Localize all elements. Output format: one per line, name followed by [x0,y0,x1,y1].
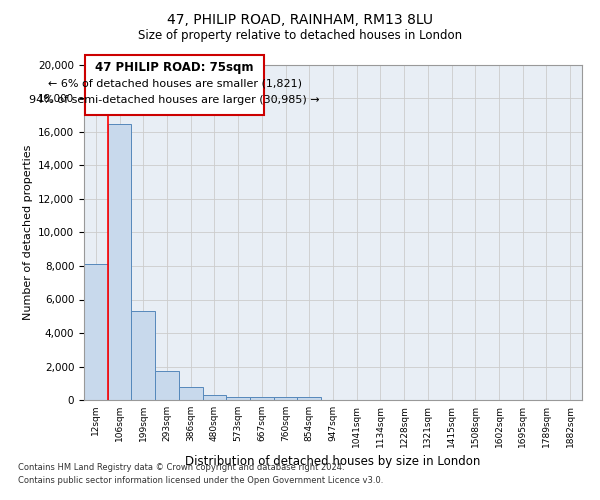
Y-axis label: Number of detached properties: Number of detached properties [23,145,32,320]
Bar [155,370,179,400]
Bar [131,311,155,400]
Bar [179,386,203,400]
Bar [274,396,298,400]
Text: ← 6% of detached houses are smaller (1,821): ← 6% of detached houses are smaller (1,8… [48,78,302,88]
X-axis label: Distribution of detached houses by size in London: Distribution of detached houses by size … [185,456,481,468]
Bar [250,396,274,400]
Bar [108,124,131,400]
Bar [85,55,264,115]
Text: Contains public sector information licensed under the Open Government Licence v3: Contains public sector information licen… [18,476,383,485]
Bar [84,264,108,400]
Bar [226,396,250,400]
Bar [203,395,226,400]
Bar [298,396,321,400]
Text: Size of property relative to detached houses in London: Size of property relative to detached ho… [138,29,462,42]
Text: 47 PHILIP ROAD: 75sqm: 47 PHILIP ROAD: 75sqm [95,61,254,74]
Text: 94% of semi-detached houses are larger (30,985) →: 94% of semi-detached houses are larger (… [29,96,320,106]
Text: 47, PHILIP ROAD, RAINHAM, RM13 8LU: 47, PHILIP ROAD, RAINHAM, RM13 8LU [167,12,433,26]
Text: Contains HM Land Registry data © Crown copyright and database right 2024.: Contains HM Land Registry data © Crown c… [18,462,344,471]
